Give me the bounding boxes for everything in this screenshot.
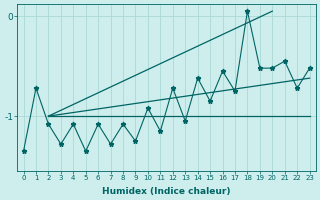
X-axis label: Humidex (Indice chaleur): Humidex (Indice chaleur) [102,187,231,196]
